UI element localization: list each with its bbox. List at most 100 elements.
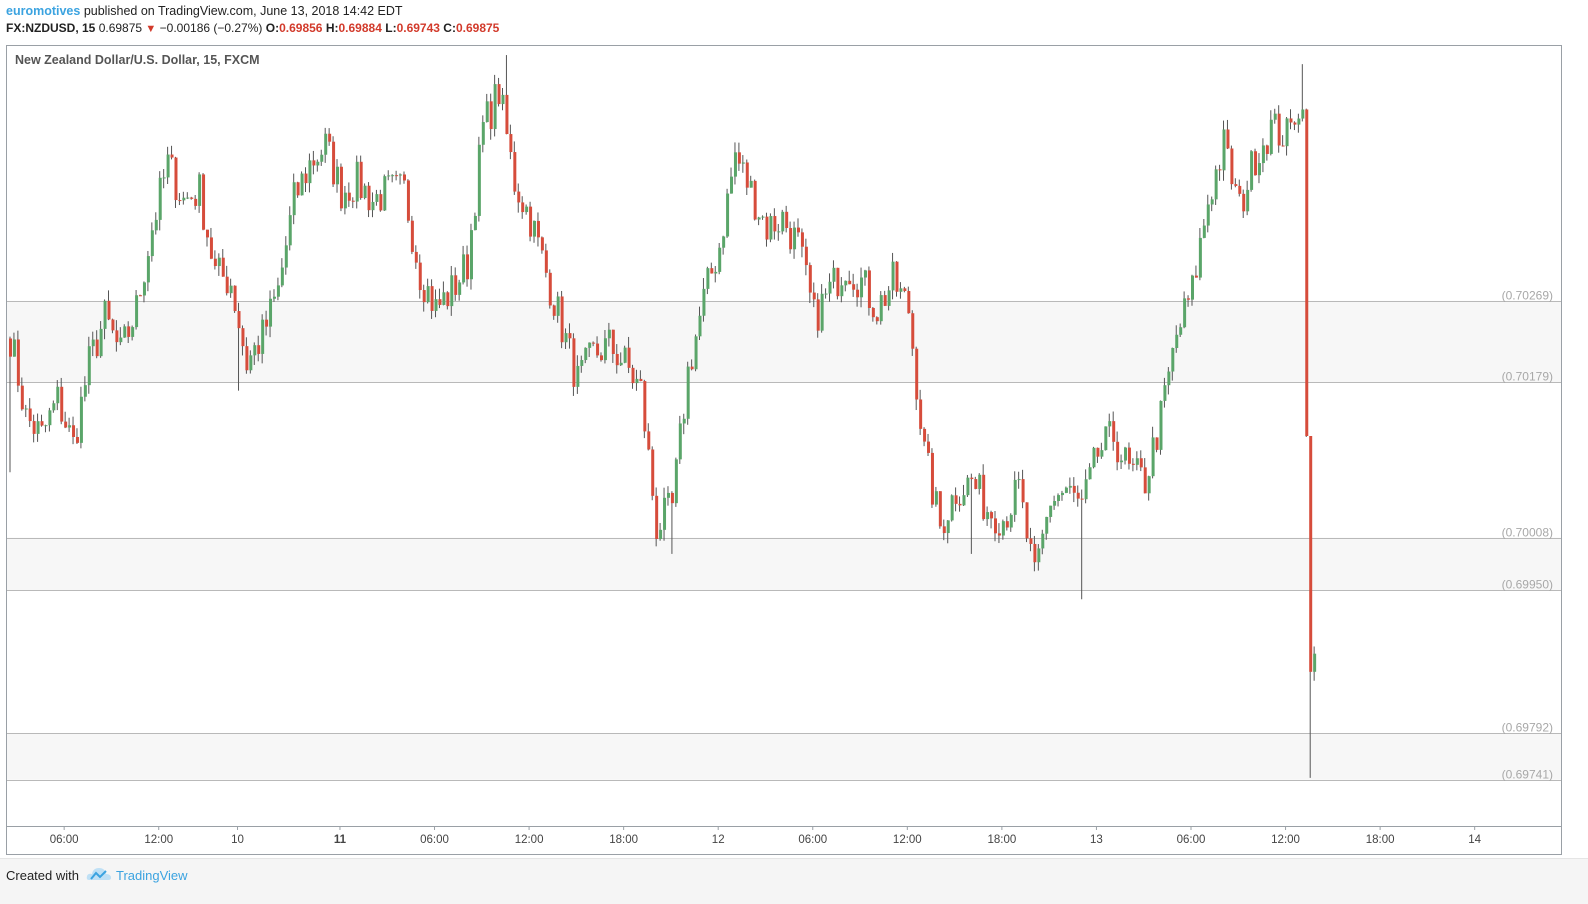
candle [1112, 411, 1116, 451]
candle [548, 269, 552, 309]
candle-body [903, 288, 907, 292]
candle [540, 236, 544, 254]
candle [863, 269, 867, 286]
chart-pane[interactable]: (0.70269) (0.70179) (0.70008) (0.69950) (0.6… [6, 45, 1562, 855]
candle [1045, 516, 1049, 540]
candle-body [249, 355, 253, 371]
candle-body [930, 452, 934, 505]
candle-body [946, 520, 950, 534]
candle-body [1265, 145, 1269, 154]
candle [1120, 454, 1124, 469]
candle [328, 128, 332, 146]
candle [651, 446, 655, 501]
tradingview-link[interactable]: TradingView [116, 868, 188, 883]
candle [182, 191, 186, 205]
candle [694, 334, 698, 372]
candle-body [600, 355, 603, 361]
candle-body [639, 378, 643, 382]
candle-body [1218, 169, 1222, 171]
candle-body [619, 362, 623, 366]
candle-body [804, 246, 808, 266]
candle-body [860, 277, 864, 298]
candle-body [781, 211, 785, 232]
candle-body [304, 173, 308, 184]
candle-body [1250, 151, 1254, 190]
candle-body [643, 381, 647, 432]
candle [257, 335, 261, 362]
candle-body [927, 441, 931, 453]
candle-body [863, 270, 867, 278]
candle [1116, 431, 1120, 471]
candle-body [339, 166, 343, 209]
candle-body [32, 421, 36, 434]
candle-body [990, 512, 994, 519]
candle-body [540, 237, 544, 251]
candle-body [548, 272, 552, 306]
candle-body [1230, 148, 1234, 185]
candle-body [426, 286, 430, 303]
candle-body [395, 175, 399, 177]
candle-body [651, 449, 655, 496]
candle [1198, 228, 1202, 281]
candle-body [1049, 505, 1053, 517]
candle-body [174, 157, 178, 201]
candle [20, 377, 24, 411]
candle-body [1001, 521, 1005, 536]
candle-body [48, 410, 52, 426]
candle-body [454, 275, 458, 295]
candle-body [592, 342, 596, 344]
candle-body [111, 319, 115, 331]
candle-body [879, 295, 883, 322]
candle-body [414, 251, 418, 263]
candle-body [99, 328, 103, 357]
candle-body [852, 284, 856, 290]
candle-body [513, 152, 517, 192]
candle-body [300, 173, 304, 196]
candle-body [269, 298, 273, 327]
candle [832, 260, 836, 289]
candle-body [1214, 169, 1218, 200]
candle-body [1289, 118, 1293, 123]
candle [178, 193, 182, 206]
candle [875, 316, 879, 325]
close-value: 0.69875 [455, 21, 500, 35]
candle [249, 350, 253, 374]
author-link[interactable]: euromotives [6, 4, 81, 18]
candle-body [875, 317, 879, 322]
candle [588, 342, 592, 358]
candle [127, 321, 131, 344]
candle [1183, 291, 1187, 329]
candlestick-chart[interactable]: (0.70269) (0.70179) (0.70008) (0.69950) (0.6… [7, 46, 1561, 854]
candle-body [962, 495, 966, 506]
candle [761, 215, 765, 220]
candle [146, 250, 150, 292]
candle [316, 159, 320, 172]
candle [600, 352, 603, 362]
candle-body [1041, 533, 1045, 549]
candle [1076, 485, 1080, 507]
candle [800, 228, 804, 258]
candle [1088, 463, 1092, 480]
candle-body [844, 280, 848, 286]
candle-body [91, 339, 95, 347]
candle [592, 341, 596, 347]
candle-body [265, 319, 269, 327]
candle [1021, 469, 1025, 509]
candle-body [1198, 237, 1202, 278]
candle-body [79, 396, 83, 443]
candle-body [241, 328, 245, 347]
candle-body [974, 479, 978, 489]
candle-body [1273, 113, 1277, 120]
candle-body [733, 152, 737, 177]
candle [887, 286, 891, 311]
candle [269, 290, 273, 338]
candle [489, 93, 493, 140]
candle-body [363, 185, 367, 199]
candle-body [308, 160, 312, 184]
candle-body [186, 197, 190, 199]
candle [190, 196, 194, 200]
time-axis: 06:00 12:00 10 11 06:00 12:00 18:00 12 06:00 12:0… [7, 826, 1561, 846]
candle-body [217, 257, 221, 267]
candle [1257, 153, 1261, 184]
candle-body [209, 237, 213, 259]
